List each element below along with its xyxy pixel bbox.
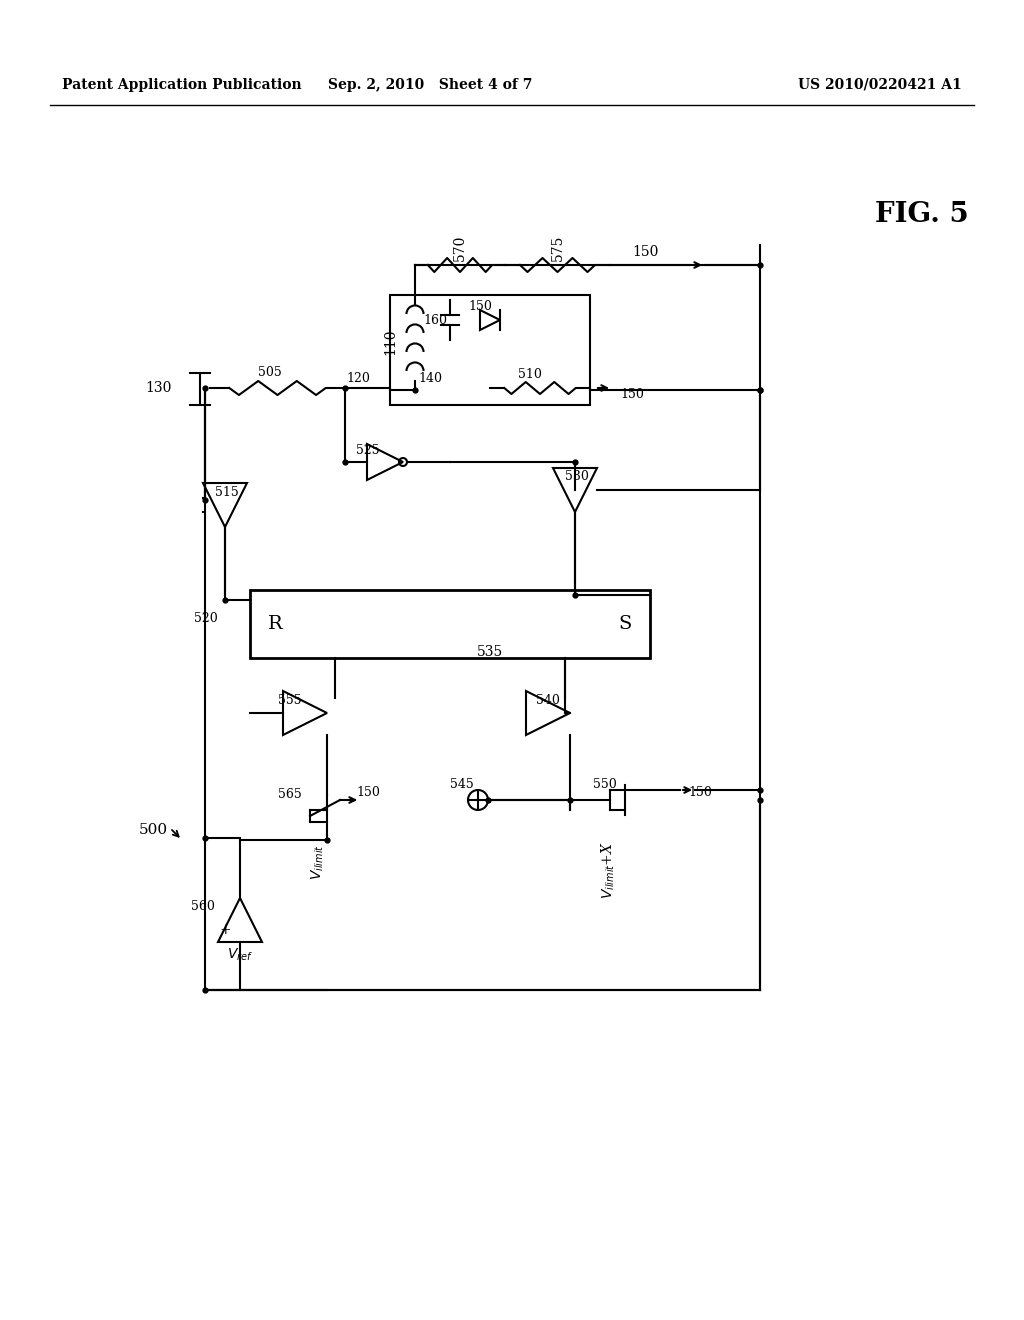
Text: 565: 565	[279, 788, 302, 801]
Text: 150: 150	[620, 388, 644, 400]
Text: 535: 535	[477, 645, 503, 659]
Text: 560: 560	[191, 900, 215, 913]
Text: Sep. 2, 2010   Sheet 4 of 7: Sep. 2, 2010 Sheet 4 of 7	[328, 78, 532, 92]
Text: R: R	[268, 615, 283, 634]
Bar	[250, 590, 650, 657]
Text: US 2010/0220421 A1: US 2010/0220421 A1	[799, 78, 962, 92]
Text: 545: 545	[451, 777, 474, 791]
Text: 160: 160	[423, 314, 447, 326]
Text: 570: 570	[453, 235, 467, 261]
Text: 150: 150	[468, 301, 492, 314]
Text: 530: 530	[565, 470, 589, 483]
Text: FIG. 5: FIG. 5	[874, 202, 969, 228]
Text: +: +	[219, 923, 230, 937]
Text: S: S	[618, 615, 632, 634]
Text: 500: 500	[139, 822, 168, 837]
Text: $V_{ilimit}$: $V_{ilimit}$	[310, 843, 327, 880]
Text: 510: 510	[518, 367, 542, 380]
Text: 520: 520	[195, 611, 218, 624]
Text: 130: 130	[145, 381, 172, 395]
Text: Patent Application Publication: Patent Application Publication	[62, 78, 302, 92]
Text: 555: 555	[279, 693, 302, 706]
Text: $V_{ilimit}$+X: $V_{ilimit}$+X	[600, 841, 617, 899]
Text: 505: 505	[258, 366, 282, 379]
Bar	[390, 294, 590, 405]
Text: 540: 540	[536, 693, 560, 706]
Text: $V_{ref}$: $V_{ref}$	[227, 946, 253, 964]
Text: 120: 120	[346, 371, 370, 384]
Text: 515: 515	[215, 486, 239, 499]
Text: 550: 550	[593, 777, 616, 791]
Text: 110: 110	[383, 329, 397, 355]
Text: 150: 150	[688, 787, 712, 800]
Text: 150: 150	[632, 246, 658, 259]
Text: 575: 575	[551, 235, 565, 261]
Text: 140: 140	[418, 371, 442, 384]
Text: 150: 150	[356, 787, 380, 800]
Text: 525: 525	[356, 444, 380, 457]
